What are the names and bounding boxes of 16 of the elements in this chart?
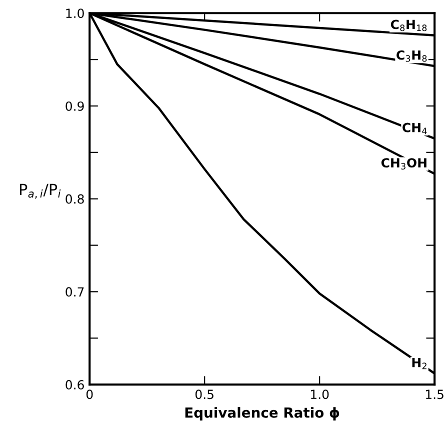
series-label: CH$_{4}$ bbox=[402, 122, 427, 134]
series-label: CH$_{3}$OH bbox=[381, 158, 426, 170]
series-label: C$_{8}$H$_{18}$ bbox=[390, 20, 427, 32]
x-tick-label: 0 bbox=[86, 390, 93, 400]
y-axis-title: P$_{a,i}$/P$_{i}$ bbox=[20, 184, 61, 199]
x-tick-label: 0.5 bbox=[195, 390, 214, 400]
series-label: H$_{2}$ bbox=[412, 358, 426, 370]
y-tick-label: 0.8 bbox=[66, 194, 84, 204]
y-tick-label: 0.6 bbox=[66, 380, 84, 390]
x-tick-label: 1.0 bbox=[311, 390, 329, 400]
x-axis-title: Equivalence Ratio ϕ bbox=[185, 407, 340, 421]
y-tick-label: 0.7 bbox=[66, 287, 84, 297]
y-tick-label: 1.0 bbox=[66, 8, 84, 18]
x-tick-label: 1.5 bbox=[426, 390, 444, 400]
legend-label: C$_{3}$H$_{8}$ bbox=[396, 50, 427, 62]
y-tick-label: 0.9 bbox=[66, 101, 84, 111]
